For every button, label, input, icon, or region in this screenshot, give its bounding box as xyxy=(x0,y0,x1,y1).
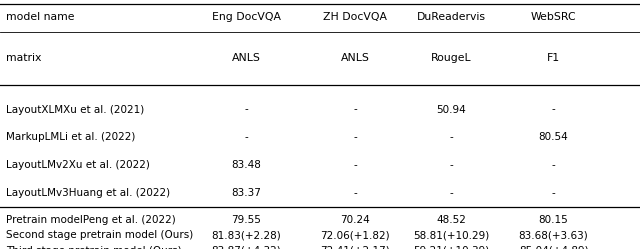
Text: LayoutLMv2Xu et al. (2022): LayoutLMv2Xu et al. (2022) xyxy=(6,160,150,170)
Text: -: - xyxy=(552,105,556,115)
Text: DuReadervis: DuReadervis xyxy=(417,12,486,22)
Text: F1: F1 xyxy=(547,53,560,63)
Text: -: - xyxy=(552,160,556,170)
Text: 83.48: 83.48 xyxy=(232,160,261,170)
Text: -: - xyxy=(353,188,357,198)
Text: 85.04(+4.89): 85.04(+4.89) xyxy=(519,246,588,249)
Text: 72.41(+2.17): 72.41(+2.17) xyxy=(321,246,390,249)
Text: matrix: matrix xyxy=(6,53,42,63)
Text: 48.52: 48.52 xyxy=(436,215,466,225)
Text: -: - xyxy=(449,188,453,198)
Text: -: - xyxy=(353,160,357,170)
Text: LayoutLMv3Huang et al. (2022): LayoutLMv3Huang et al. (2022) xyxy=(6,188,170,198)
Text: LayoutXLMXu et al. (2021): LayoutXLMXu et al. (2021) xyxy=(6,105,145,115)
Text: 79.55: 79.55 xyxy=(232,215,261,225)
Text: -: - xyxy=(449,160,453,170)
Text: ANLS: ANLS xyxy=(340,53,370,63)
Text: 50.94: 50.94 xyxy=(436,105,466,115)
Text: -: - xyxy=(244,105,248,115)
Text: model name: model name xyxy=(6,12,75,22)
Text: 83.68(+3.63): 83.68(+3.63) xyxy=(519,230,588,240)
Text: RougeL: RougeL xyxy=(431,53,472,63)
Text: 81.83(+2.28): 81.83(+2.28) xyxy=(212,230,281,240)
Text: 83.37: 83.37 xyxy=(232,188,261,198)
Text: 72.06(+1.82): 72.06(+1.82) xyxy=(321,230,390,240)
Text: Third stage pretrain model (Ours): Third stage pretrain model (Ours) xyxy=(6,246,182,249)
Text: 58.81(+10.29): 58.81(+10.29) xyxy=(413,230,490,240)
Text: -: - xyxy=(552,188,556,198)
Text: -: - xyxy=(353,132,357,142)
Text: Pretrain modelPeng et al. (2022): Pretrain modelPeng et al. (2022) xyxy=(6,215,176,225)
Text: ANLS: ANLS xyxy=(232,53,261,63)
Text: 80.15: 80.15 xyxy=(539,215,568,225)
Text: WebSRC: WebSRC xyxy=(531,12,577,22)
Text: MarkupLMLi et al. (2022): MarkupLMLi et al. (2022) xyxy=(6,132,136,142)
Text: Second stage pretrain model (Ours): Second stage pretrain model (Ours) xyxy=(6,230,194,240)
Text: ZH DocVQA: ZH DocVQA xyxy=(323,12,387,22)
Text: -: - xyxy=(353,105,357,115)
Text: 70.24: 70.24 xyxy=(340,215,370,225)
Text: -: - xyxy=(449,132,453,142)
Text: 83.87(+4.32): 83.87(+4.32) xyxy=(212,246,281,249)
Text: Eng DocVQA: Eng DocVQA xyxy=(212,12,281,22)
Text: -: - xyxy=(244,132,248,142)
Text: 80.54: 80.54 xyxy=(539,132,568,142)
Text: 59.21(+10.39): 59.21(+10.39) xyxy=(413,246,490,249)
